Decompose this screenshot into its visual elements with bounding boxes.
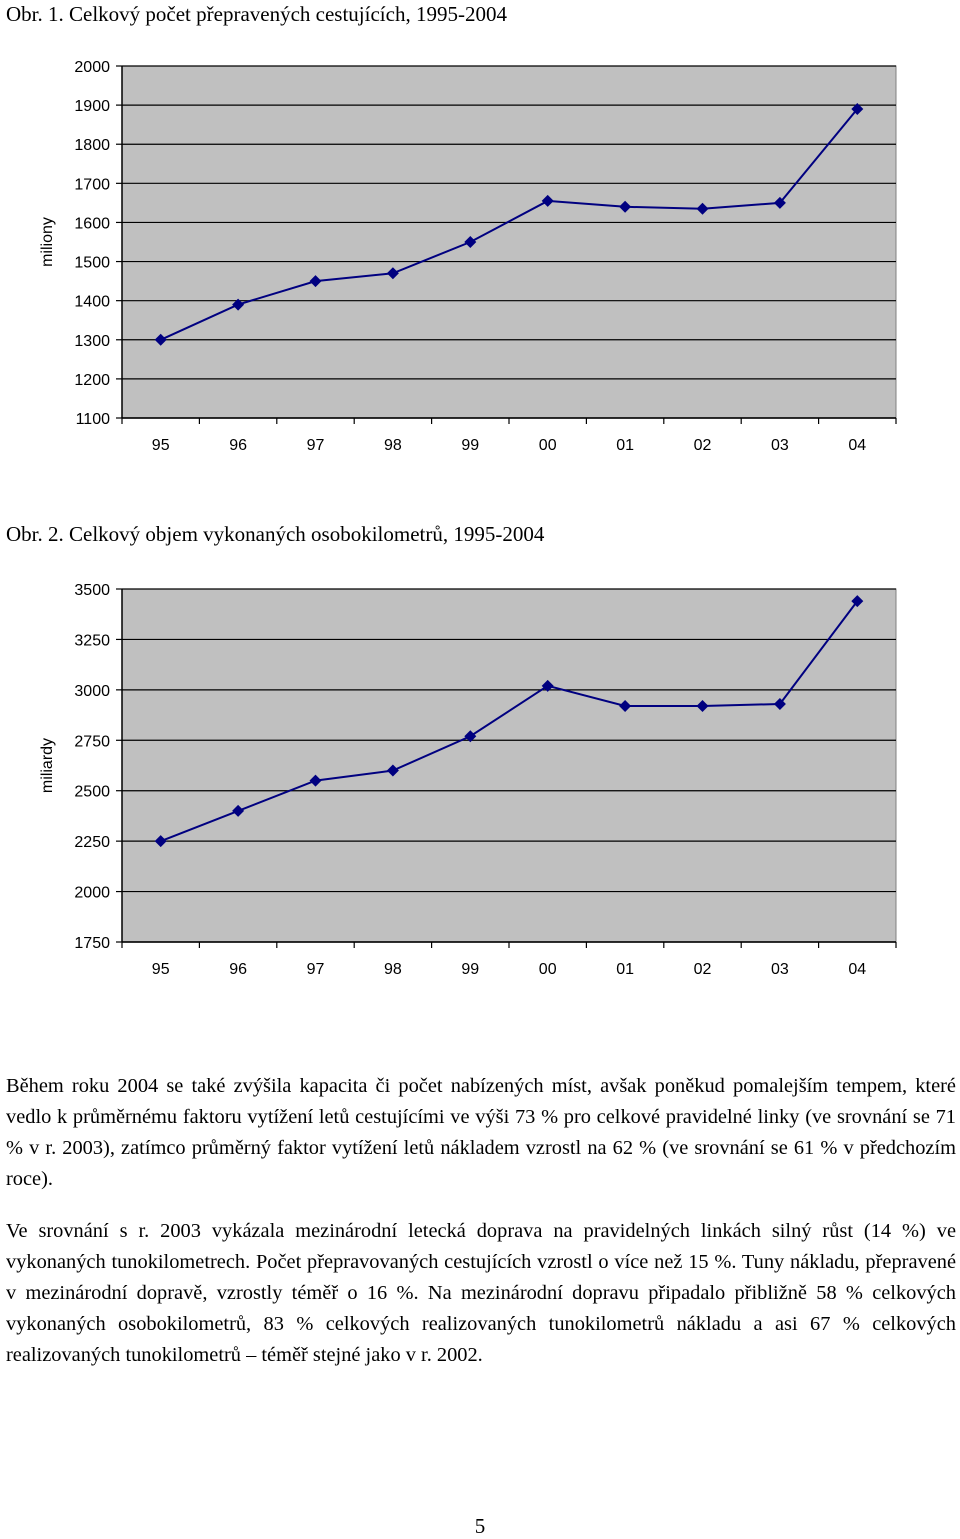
y-tick-label: 2000	[74, 885, 110, 902]
x-tick-label: 01	[616, 961, 634, 978]
body-paragraph-2: Ve srovnání s r. 2003 vykázala mezinárod…	[6, 1220, 956, 1366]
data-point	[619, 699, 632, 712]
y-tick-label: 1900	[74, 98, 110, 115]
x-tick-label: 04	[848, 437, 866, 454]
y-tick-label: 3000	[74, 683, 110, 700]
x-tick-label: 03	[771, 437, 789, 454]
data-series-line	[160, 600, 859, 843]
data-point	[154, 835, 167, 848]
figure-1-caption: Obr. 1. Celkový počet přepravených cestu…	[6, 2, 507, 26]
x-tick-label: 97	[307, 961, 325, 978]
figure-2-caption: Obr. 2. Celkový objem vykonaných osoboki…	[6, 522, 545, 546]
data-point	[696, 202, 709, 215]
plot-area	[121, 588, 897, 943]
y-tick-label: 1300	[74, 333, 110, 350]
y-tick-label: 1200	[74, 372, 110, 389]
x-tick-label: 98	[384, 437, 402, 454]
x-tick-label: 00	[539, 437, 557, 454]
data-point	[309, 774, 322, 787]
data-point	[541, 679, 554, 692]
data-point	[309, 275, 322, 288]
y-tick-label: 3500	[74, 582, 110, 599]
x-tick-label: 95	[152, 437, 170, 454]
x-tick-label: 02	[694, 961, 712, 978]
data-point	[773, 196, 786, 209]
y-axis-label: miliony	[39, 217, 56, 267]
x-tick-label: 02	[694, 437, 712, 454]
x-tick-label: 96	[229, 437, 247, 454]
x-tick-label: 95	[152, 961, 170, 978]
data-point	[386, 764, 399, 777]
y-tick-label: 1400	[74, 294, 110, 311]
data-point	[541, 194, 554, 207]
x-tick-label: 98	[384, 961, 402, 978]
y-tick-label: 2750	[74, 733, 110, 750]
plot-area	[121, 65, 897, 419]
x-tick-label: 03	[771, 961, 789, 978]
page-number: 5	[474, 1514, 486, 1538]
x-tick-label: 96	[229, 961, 247, 978]
data-point	[154, 333, 167, 346]
body-paragraph-1: Během roku 2004 se také zvýšila kapacita…	[6, 1075, 956, 1190]
data-point	[619, 200, 632, 213]
data-series-line	[160, 108, 859, 341]
passenger-km-line-chart: 3500 3250 3000 2750 2500 2250 2000 1750 95 96 97 98…	[39, 582, 897, 978]
y-axis-label: miliardy	[39, 738, 56, 793]
x-tick-label: 99	[461, 961, 479, 978]
y-tick-label: 2500	[74, 784, 110, 801]
data-point	[773, 697, 786, 710]
x-tick-label: 97	[307, 437, 325, 454]
data-point	[232, 298, 245, 311]
y-tick-label: 2250	[74, 834, 110, 851]
data-point	[851, 595, 864, 608]
data-point	[386, 267, 399, 280]
y-tick-label: 1700	[74, 176, 110, 193]
x-tick-label: 01	[616, 437, 634, 454]
y-tick-label: 1600	[74, 215, 110, 232]
data-point	[464, 236, 477, 248]
y-tick-label: 3250	[74, 632, 110, 649]
x-tick-label: 04	[848, 961, 866, 978]
y-tick-label: 2000	[74, 59, 110, 76]
y-tick-label: 1750	[74, 935, 110, 952]
data-point	[851, 103, 864, 116]
data-point	[464, 730, 477, 743]
data-point	[232, 804, 245, 817]
x-tick-label: 00	[539, 961, 557, 978]
data-point	[696, 699, 709, 712]
y-tick-label: 1800	[74, 137, 110, 154]
passengers-line-chart: 2000 1900 1800 1700 1600 1500 1400 1300 1200 1100…	[39, 59, 897, 454]
x-tick-label: 99	[461, 437, 479, 454]
y-tick-label: 1100	[76, 411, 111, 428]
y-tick-label: 1500	[74, 255, 110, 272]
